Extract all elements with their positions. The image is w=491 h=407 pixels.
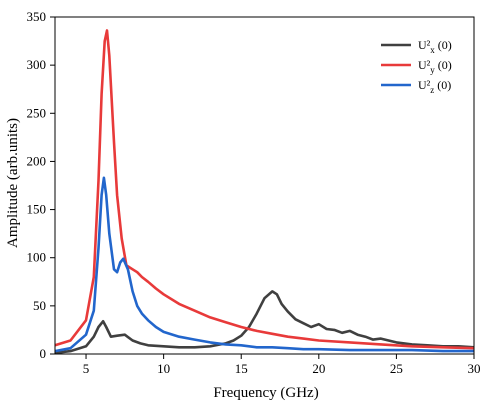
y-axis-title: Amplitude (arb.units) [5,118,21,248]
x-tick-label: 15 [235,361,248,376]
legend-entry-x: U²x (0) [418,38,452,55]
y-tick-label: 150 [27,202,47,217]
series-line-x [54,290,475,355]
x-tick-label: 20 [312,361,325,376]
plot-frame [54,16,475,355]
x-tick-label: 25 [390,361,403,376]
x-axis-title: Frequency (GHz) [213,385,318,401]
y-tick-label: 300 [27,57,47,72]
x-tick-label: 5 [83,361,90,376]
y-tick-label: 200 [27,153,47,168]
series-lines [54,29,475,355]
y-tick-label: 0 [40,346,47,361]
y-tick-label: 350 [27,9,47,24]
legend-entry-y: U²y (0) [418,58,452,75]
y-tick-label: 100 [27,250,47,265]
y-tick-label: 50 [33,298,46,313]
legend: U²x (0) U²y (0) U²z (0) [381,38,452,95]
y-tick-label: 250 [27,105,47,120]
series-line-z [54,176,474,353]
series-line-y [54,29,475,350]
x-tick-label: 30 [468,361,481,376]
legend-entry-z: U²z (0) [418,78,451,95]
x-tick-label: 10 [157,361,170,376]
